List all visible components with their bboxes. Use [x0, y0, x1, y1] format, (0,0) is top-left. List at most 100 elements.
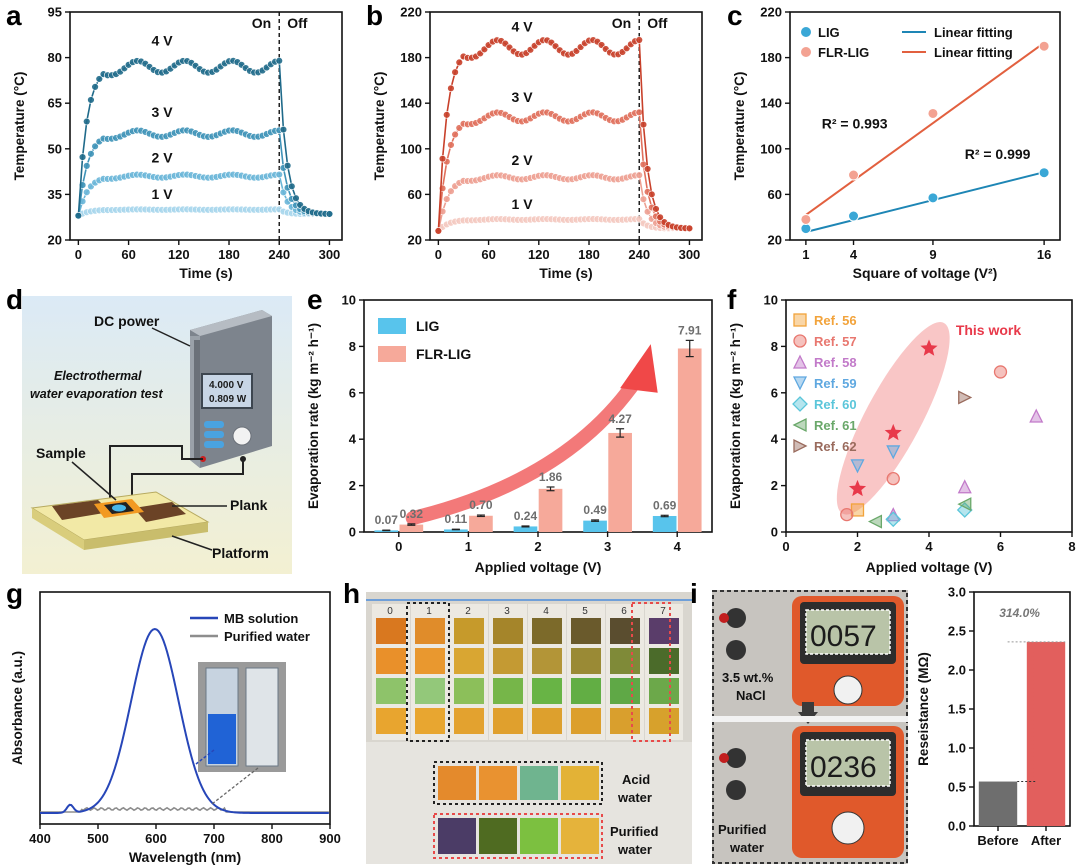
data-point [652, 205, 660, 213]
bar-lig [583, 520, 607, 532]
x-tick-label: 240 [628, 247, 650, 262]
data-point-thiswork [848, 479, 867, 497]
x-tick-label: 700 [203, 831, 225, 846]
strip-pad [493, 678, 523, 704]
increase-arrow-head [1028, 641, 1037, 649]
x-tick-label: 900 [319, 831, 341, 846]
x-axis-label: Square of voltage (V²) [853, 265, 998, 281]
wire-negative [131, 459, 244, 512]
data-point [325, 210, 334, 218]
data-point [438, 154, 447, 163]
y-tick-label: 50 [48, 141, 62, 156]
legend-label: MB solution [224, 611, 298, 626]
nacl-label-line1: 3.5 wt.% [722, 670, 774, 685]
data-point [635, 171, 643, 179]
series-line-3v [437, 111, 690, 231]
strip-pad [415, 618, 445, 644]
x-axis-label: Time (s) [179, 265, 232, 281]
y-tick-label: 1.0 [948, 741, 966, 756]
x-tick-label: 180 [218, 247, 240, 262]
data-point-ref57 [886, 471, 900, 486]
y-tick-label: 2.0 [948, 663, 966, 678]
bar-lig [652, 515, 677, 532]
data-point [283, 161, 292, 170]
purified-water-label-line2: water [729, 840, 764, 855]
data-point [87, 150, 95, 158]
data-point [83, 117, 91, 126]
x-tick-label: 1 [465, 539, 472, 554]
ph-test-strips-photo: 0 1 2 3 4 5 6 7 Acid water Purified water [366, 592, 692, 864]
meter-reading-bottom: 0236 [810, 751, 877, 784]
data-point [288, 182, 296, 191]
y-tick-label: 4 [771, 432, 779, 447]
panel-label-b: b [366, 0, 384, 31]
series-label: 1 V [152, 186, 174, 202]
trend-arrow-head [620, 344, 658, 393]
psu-display [201, 373, 253, 409]
on-label: On [252, 15, 271, 31]
plot-frame [789, 11, 1061, 241]
legend-marker [801, 27, 811, 37]
legend-label: Ref. 60 [814, 397, 857, 412]
strip-pad [610, 708, 640, 734]
strip-pad [454, 648, 484, 674]
data-point-ref60 [956, 502, 973, 518]
data-point-ref57 [840, 507, 854, 522]
data-point [74, 211, 83, 220]
x-axis-label: Wavelength (nm) [129, 849, 241, 865]
y-tick-label: 6 [349, 385, 356, 400]
acid-water-box [433, 761, 603, 805]
x-axis-label: Applied voltage (V) [866, 559, 993, 575]
data-point [639, 120, 648, 129]
series-label: 3 V [152, 104, 174, 120]
label-sample: Sample [36, 445, 86, 461]
x-axis-label: Applied voltage (V) [475, 559, 602, 575]
data-label: 7.91 [678, 323, 702, 337]
bar-before [978, 781, 1018, 826]
strip-pad [532, 648, 562, 674]
data-point [648, 190, 656, 199]
x-tick-label: After [1031, 833, 1061, 848]
y-tick-label: 2 [771, 478, 778, 493]
panel-label-f: f [727, 284, 737, 315]
panel-label-g: g [6, 578, 24, 609]
legend-swatch [378, 346, 406, 362]
series-label: 2 V [512, 152, 534, 168]
y-tick-label: 1.5 [948, 702, 966, 717]
x-tick-label: 400 [29, 831, 51, 846]
psu-readout-voltage: 4.000 V [209, 380, 244, 391]
strip-pad [649, 618, 679, 644]
data-point [643, 165, 652, 173]
bar-flr-lig [677, 348, 702, 532]
evaporation-setup-diagram: 4.000 V 0.809 W DC power Electrothermal … [22, 296, 292, 574]
bar-flr-lig [399, 524, 424, 532]
data-point-ref61 [867, 514, 883, 529]
x-tick-label: 300 [319, 247, 341, 262]
y-axis-label: Temperature (°C) [372, 72, 387, 181]
legend-swatch [378, 318, 406, 334]
x-tick-label: 1 [802, 247, 809, 262]
data-point [927, 192, 939, 204]
bar-flr-lig [469, 515, 493, 532]
y-axis-label: Temperature (°C) [732, 72, 747, 181]
y-tick-label: 60 [768, 187, 782, 202]
x-tick-label: 600 [145, 831, 167, 846]
panel-label-d: d [6, 284, 24, 315]
y-tick-label: 180 [400, 50, 422, 65]
x-tick-label: 120 [528, 247, 550, 262]
panel-label-c: c [727, 0, 743, 31]
y-tick-label: 140 [400, 96, 422, 111]
acid-label-line1: Acid [622, 772, 650, 787]
strip-pad [649, 708, 679, 734]
data-point [87, 96, 95, 104]
diagram-title-line2: water evaporation test [30, 387, 164, 401]
purified-water-label-line1: Purified [718, 822, 766, 837]
y-tick-label: 0 [771, 525, 778, 540]
data-point [78, 153, 87, 161]
x-tick-label: 2 [854, 539, 861, 554]
data-point [279, 125, 288, 134]
strip-number: 3 [504, 606, 510, 617]
data-point [443, 195, 451, 203]
bar-flr-lig [538, 488, 563, 532]
y-tick-label: 8 [771, 339, 778, 354]
